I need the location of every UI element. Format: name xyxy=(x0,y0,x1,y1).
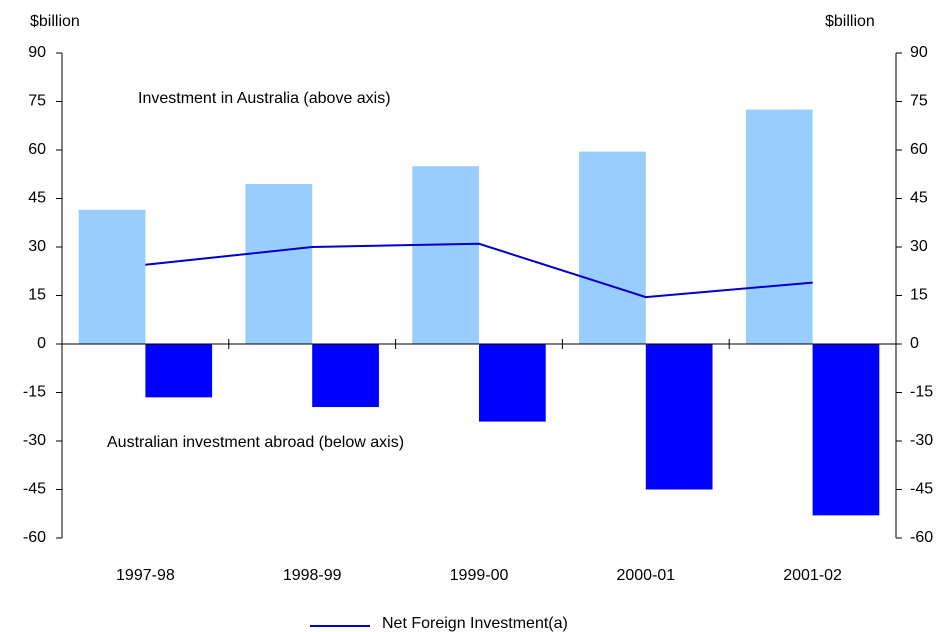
y-tick-label: 60 xyxy=(28,141,46,158)
y2-tick-label: 45 xyxy=(910,190,928,207)
y2-tick-label: -15 xyxy=(910,384,933,401)
y2-tick-label: -30 xyxy=(910,432,933,449)
bar xyxy=(579,151,646,344)
x-tick-label: 2000-01 xyxy=(616,567,675,584)
y-tick-label: 75 xyxy=(28,93,46,110)
bar xyxy=(312,344,379,408)
bar xyxy=(645,344,713,490)
y-tick-label: 45 xyxy=(28,190,46,207)
y-tick-label: -60 xyxy=(23,529,46,546)
bar xyxy=(412,166,479,344)
y2-axis-label: $billion xyxy=(825,13,875,30)
bar xyxy=(78,209,146,344)
y-tick-label: -45 xyxy=(23,481,46,498)
y-tick-label: 90 xyxy=(28,44,46,61)
y2-tick-label: 0 xyxy=(910,335,919,352)
y-tick-label: 15 xyxy=(28,287,46,304)
bar xyxy=(812,344,880,516)
bar xyxy=(745,109,813,344)
legend-label: Net Foreign Investment(a) xyxy=(382,615,568,632)
y2-tick-label: -60 xyxy=(910,529,933,546)
x-tick-label: 2001-02 xyxy=(783,567,842,584)
x-tick-label: 1998-99 xyxy=(283,567,342,584)
y2-tick-label: 90 xyxy=(910,44,928,61)
y2-tick-label: -45 xyxy=(910,481,933,498)
y-tick-label: -15 xyxy=(23,384,46,401)
y2-tick-label: 15 xyxy=(910,287,928,304)
x-tick-label: 1999-00 xyxy=(450,567,509,584)
y2-tick-label: 60 xyxy=(910,141,928,158)
y2-tick-label: 75 xyxy=(910,93,928,110)
y-tick-label: 30 xyxy=(28,238,46,255)
annotation: Australian investment abroad (below axis… xyxy=(107,434,404,451)
bar xyxy=(479,344,546,422)
bar xyxy=(145,344,213,398)
y2-tick-label: 30 xyxy=(910,238,928,255)
y-axis-label: $billion xyxy=(30,13,80,30)
x-tick-label: 1997-98 xyxy=(116,567,175,584)
annotation: Investment in Australia (above axis) xyxy=(138,90,391,107)
y-tick-label: 0 xyxy=(37,335,46,352)
line xyxy=(145,242,813,299)
y-tick-label: -30 xyxy=(23,432,46,449)
bar xyxy=(245,183,313,344)
